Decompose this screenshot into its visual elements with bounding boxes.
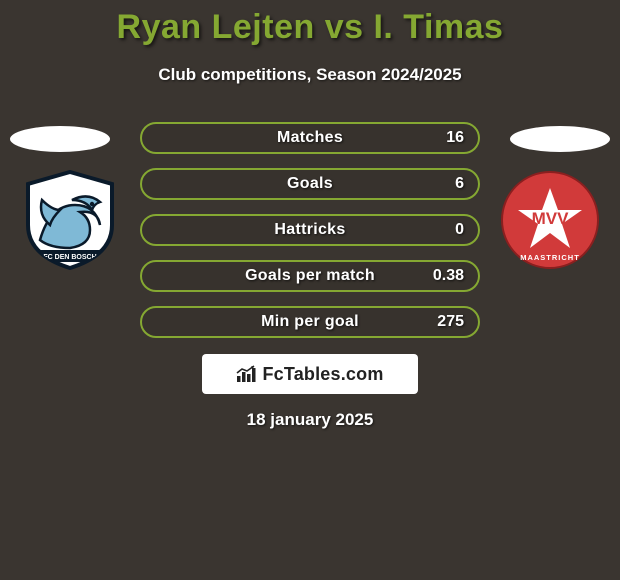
team-left-crest: FC DEN BOSCH — [20, 170, 120, 270]
stat-row: Matches 16 — [140, 122, 480, 154]
stat-row: Goals per match 0.38 — [140, 260, 480, 292]
stat-label: Goals per match — [142, 262, 478, 290]
player-left-ellipse — [10, 126, 110, 152]
stat-row: Min per goal 275 — [140, 306, 480, 338]
right-crest-subtext: MAASTRICHT — [520, 253, 580, 262]
brand-box[interactable]: FcTables.com — [202, 354, 418, 394]
page-title: Ryan Lejten vs I. Timas — [0, 0, 620, 47]
stat-value: 275 — [437, 308, 464, 336]
stat-row: Hattricks 0 — [140, 214, 480, 246]
player-right-ellipse — [510, 126, 610, 152]
bar-chart-icon — [236, 365, 258, 383]
left-crest-banner-text: FC DEN BOSCH — [43, 254, 96, 261]
mvv-maastricht-icon: MVV MAASTRICHT — [500, 170, 600, 270]
stat-value: 0.38 — [433, 262, 464, 290]
stat-label: Hattricks — [142, 216, 478, 244]
stat-row: Goals 6 — [140, 168, 480, 200]
brand-text: FcTables.com — [262, 364, 383, 385]
fc-den-bosch-icon: FC DEN BOSCH — [20, 170, 120, 270]
stats-list: Matches 16 Goals 6 Hattricks 0 Goals per… — [140, 122, 480, 352]
stat-value: 16 — [446, 124, 464, 152]
date-label: 18 january 2025 — [0, 410, 620, 430]
subtitle: Club competitions, Season 2024/2025 — [0, 65, 620, 85]
stat-label: Min per goal — [142, 308, 478, 336]
comparison-card: Ryan Lejten vs I. Timas Club competition… — [0, 0, 620, 580]
stat-value: 6 — [455, 170, 464, 198]
stat-label: Matches — [142, 124, 478, 152]
stat-label: Goals — [142, 170, 478, 198]
right-crest-text: MVV — [532, 209, 570, 228]
stat-value: 0 — [455, 216, 464, 244]
team-right-crest: MVV MAASTRICHT — [500, 170, 600, 270]
